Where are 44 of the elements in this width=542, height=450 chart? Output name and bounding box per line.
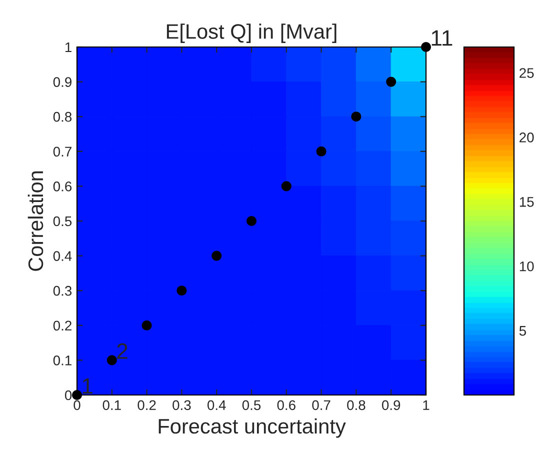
point (420, 42, 432, 52)
y-tick-label: 0.1 (53, 356, 72, 366)
point (212, 250, 222, 261)
x-tick-label: 0.4 (207, 400, 226, 410)
color-bar-label: 5 (519, 326, 526, 336)
chart-title: E[Lost Q] in [Mvar] (166, 24, 336, 43)
y-axis-title: Correlation (28, 171, 44, 271)
point (246, 216, 257, 226)
x-tick-label: 0.1 (102, 400, 121, 410)
y-tick-label: 0.4 (53, 251, 72, 261)
x-tick-label: 0.3 (172, 400, 191, 410)
x-tick-label: 0.9 (382, 400, 400, 410)
y-tick-label: 0 (64, 390, 72, 400)
y-tick-label: 1 (65, 42, 72, 52)
annotation: 11 (432, 30, 452, 46)
point (386, 76, 396, 87)
x-tick-label: 0.5 (242, 400, 261, 410)
x-tick-label: 0.2 (138, 400, 156, 410)
point (351, 112, 362, 122)
annotation: 2 (117, 343, 128, 359)
point (281, 181, 292, 192)
x-tick-label: 1 (423, 400, 430, 410)
point (176, 286, 187, 296)
annotation: 1 (82, 378, 92, 394)
y-tick-label: 0.6 (53, 182, 72, 192)
x-tick-label: 0 (74, 400, 80, 410)
x-tick-label: 0.8 (347, 400, 366, 410)
color-bar-label: 25 (520, 68, 534, 78)
point (316, 146, 326, 156)
y-tick-label: 0.5 (53, 216, 72, 226)
color-bar-label: 15 (520, 197, 534, 207)
y-tick-label: 0.3 (53, 286, 72, 296)
y-tick-label: 0.8 (53, 112, 72, 122)
color-bar-label: 10 (520, 261, 534, 272)
y-tick-label: 0.9 (53, 77, 72, 87)
x-axis-title: Forecast uncertainty (158, 418, 346, 438)
point (106, 355, 117, 366)
point (142, 320, 152, 330)
y-tick-label: 0.2 (53, 320, 72, 331)
point (72, 390, 82, 400)
x-tick-label: 0.6 (277, 400, 296, 410)
color-bar-label: 20 (520, 132, 534, 142)
x-tick-label: 0.7 (312, 400, 330, 410)
y-tick-label: 0.7 (53, 146, 72, 157)
